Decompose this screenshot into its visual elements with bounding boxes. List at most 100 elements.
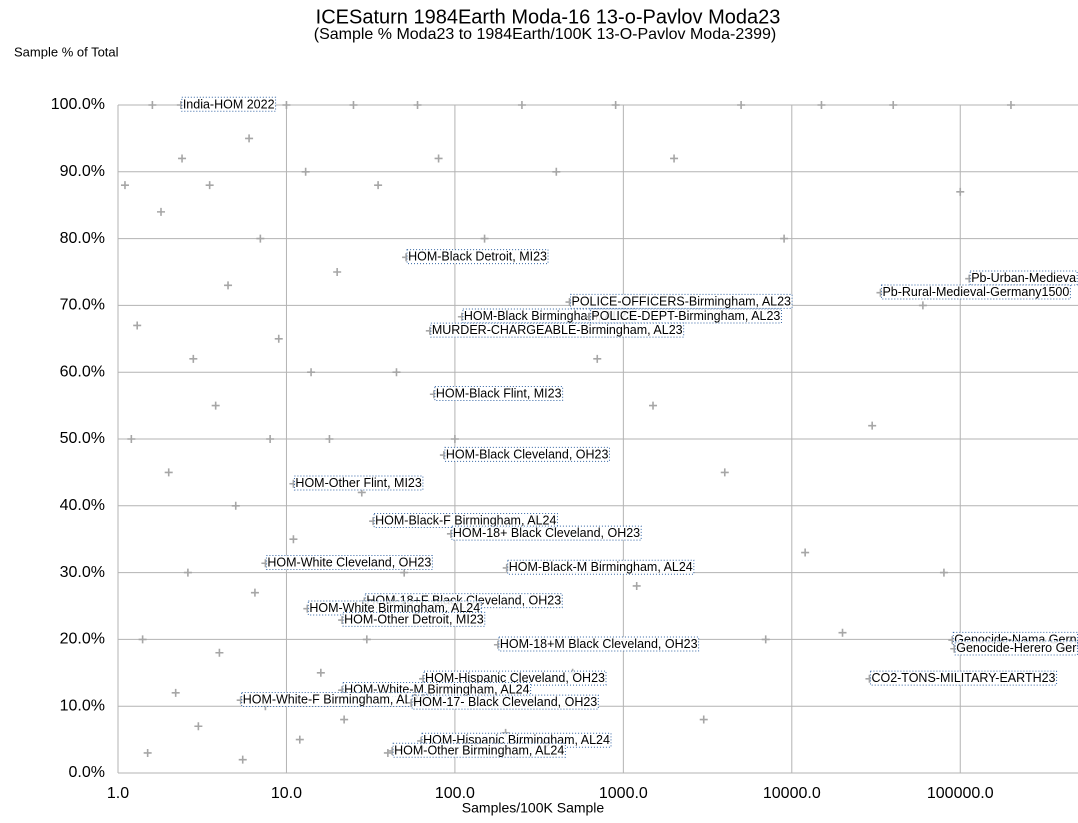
point-label: POLICE-OFFICERS-Birmingham, AL23 [570, 293, 793, 309]
x-tick-label: 10.0 [271, 785, 302, 802]
data-point [780, 234, 789, 243]
data-point [194, 722, 203, 731]
x-tick-label: 1.0 [107, 785, 129, 802]
point-label: HOM-Black Flint, MI23 [434, 386, 564, 402]
point-label: HOM-Other Birmingham, AL24 [392, 742, 566, 758]
data-point [593, 354, 602, 363]
data-point [611, 101, 620, 109]
data-point [632, 581, 641, 590]
point-label: Pb-Urban-Medieva [969, 270, 1078, 286]
data-point [340, 715, 349, 724]
label-box [392, 742, 566, 758]
label-box [406, 249, 549, 265]
label-text: Pb-Urban-Medieva [971, 271, 1076, 285]
label-text: HOM-Black-F Birmingham, AL24 [375, 513, 556, 527]
data-point [250, 588, 259, 597]
label-text: HOM-Hispanic Cleveland, OH23 [425, 671, 605, 685]
data-point [282, 101, 291, 109]
point-label: HOM-Black-F Birmingham, AL24 [373, 512, 558, 528]
label-text: HOM-White Birmingham, AL24 [309, 601, 480, 615]
label-text: HOM-18+ Black Cleveland, OH23 [453, 526, 640, 540]
x-tick-label: 1000.0 [599, 785, 648, 802]
label-text: HOM-Black Flint, MI23 [436, 387, 562, 401]
label-box [507, 559, 695, 575]
y-tick-label: 20.0% [60, 631, 105, 648]
point-label: HOM-18+ Black Cleveland, OH23 [451, 525, 642, 541]
data-point [374, 181, 383, 190]
label-text: Genocide-Herero Ger [956, 641, 1076, 655]
data-point [164, 468, 173, 477]
y-tick-label: 0.0% [69, 764, 105, 781]
data-point [362, 635, 371, 644]
point-label: Genocide-Herero Ger [954, 640, 1078, 656]
label-text: MURDER-CHARGEABLE-Birmingham, AL23 [432, 323, 683, 337]
y-tick-label: 100.0% [51, 96, 105, 113]
point-label: HOM-White Cleveland, OH23 [265, 555, 433, 571]
data-point [238, 755, 247, 764]
label-text: POLICE-DEPT-Birmingham, AL23 [591, 309, 780, 323]
data-point [266, 435, 275, 443]
y-tick-label: 90.0% [60, 163, 105, 180]
label-box [430, 322, 685, 338]
label-text: Pb-Rural-Medieval-Germany1500 [882, 285, 1069, 299]
data-point [133, 321, 142, 330]
data-point [801, 548, 810, 557]
y-tick-label: 40.0% [60, 497, 105, 514]
data-point [333, 268, 342, 276]
data-point [670, 154, 679, 163]
data-point [956, 187, 965, 196]
label-box [293, 475, 424, 491]
label-box [181, 96, 277, 112]
chart-subtitle: (Sample % Moda23 to 1984Earth/100K 13-O-… [314, 26, 776, 43]
data-point [434, 154, 443, 163]
label-box [342, 611, 486, 627]
label-text: HOM-18+M Black Cleveland, OH23 [500, 637, 698, 651]
data-point [1006, 101, 1015, 109]
data-point [171, 688, 180, 697]
data-point [720, 468, 729, 477]
data-point [316, 668, 325, 677]
point-label: Pb-Rural-Medieval-Germany1500 [880, 284, 1071, 300]
data-point [889, 101, 898, 109]
data-point [480, 234, 489, 243]
data-point [231, 501, 240, 510]
y-tick-label: 30.0% [60, 564, 105, 581]
data-point [138, 635, 147, 644]
point-label: CO2-TONS-MILITARY-EARTH23 [869, 670, 1058, 686]
label-box [969, 270, 1078, 286]
data-point [400, 568, 409, 577]
label-box [451, 525, 642, 541]
x-axis-label: Samples/100K Sample [462, 800, 605, 816]
data-point [120, 181, 129, 190]
data-point [517, 101, 526, 109]
label-box [444, 446, 610, 462]
point-label: HOM-Black Detroit, MI23 [406, 249, 549, 265]
data-point [189, 354, 198, 363]
point-label: HOM-Other Detroit, MI23 [342, 611, 486, 627]
label-box [411, 694, 599, 710]
data-point [939, 568, 948, 577]
data-point [383, 748, 392, 757]
label-box [869, 670, 1058, 686]
data-point [450, 435, 459, 443]
label-box [570, 293, 793, 309]
data-point [215, 648, 224, 657]
label-text: CO2-TONS-MILITARY-EARTH23 [871, 671, 1055, 685]
y-tick-label: 10.0% [60, 697, 105, 714]
label-text: India-HOM 2022 [183, 97, 275, 111]
data-point [552, 167, 561, 176]
data-point [392, 368, 401, 377]
data-point [301, 167, 310, 176]
data-point [868, 421, 877, 430]
data-point [178, 154, 187, 163]
data-point [918, 301, 927, 310]
data-point [289, 535, 298, 544]
data-point [325, 435, 334, 443]
data-point [699, 715, 708, 724]
point-label: HOM-Black Cleveland, OH23 [444, 446, 610, 462]
label-box [373, 512, 558, 528]
data-point [737, 101, 746, 109]
label-text: HOM-Other Detroit, MI23 [344, 612, 484, 626]
point-label: MURDER-CHARGEABLE-Birmingham, AL23 [430, 322, 685, 338]
